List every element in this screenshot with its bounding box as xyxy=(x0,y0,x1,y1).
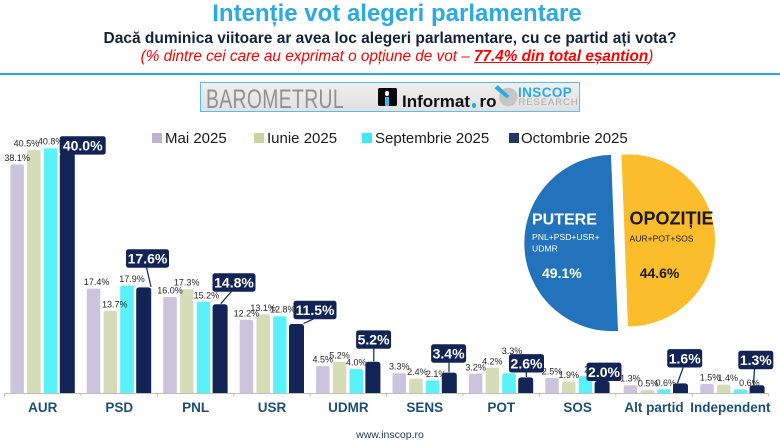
svg-text:38.1%: 38.1% xyxy=(4,153,30,163)
svg-text:2.0%: 2.0% xyxy=(588,364,620,380)
svg-text:0.6%: 0.6% xyxy=(656,378,677,388)
svg-text:49.1%: 49.1% xyxy=(542,265,582,281)
svg-text:AUR: AUR xyxy=(28,400,57,415)
svg-text:PNL: PNL xyxy=(182,400,209,415)
svg-text:5.2%: 5.2% xyxy=(358,332,390,348)
svg-text:PUTERE: PUTERE xyxy=(532,212,597,229)
svg-text:UDMR: UDMR xyxy=(532,244,558,254)
svg-text:17.3%: 17.3% xyxy=(174,278,200,288)
svg-text:0.6%: 0.6% xyxy=(739,378,760,388)
svg-text:SENS: SENS xyxy=(406,400,443,415)
svg-text:5.2%: 5.2% xyxy=(329,350,350,360)
svg-text:44.6%: 44.6% xyxy=(640,265,680,281)
svg-text:4.0%: 4.0% xyxy=(346,358,367,368)
svg-text:1.4%: 1.4% xyxy=(717,373,738,383)
svg-text:17.6%: 17.6% xyxy=(128,251,168,267)
svg-text:14.8%: 14.8% xyxy=(214,275,254,291)
svg-text:OPOZIȚIE: OPOZIȚIE xyxy=(630,209,714,229)
svg-text:2.4%: 2.4% xyxy=(407,367,428,377)
svg-text:Independent: Independent xyxy=(690,400,771,415)
svg-text:1.9%: 1.9% xyxy=(558,370,579,380)
svg-text:4.2%: 4.2% xyxy=(482,356,503,366)
svg-text:UDMR: UDMR xyxy=(328,400,369,415)
svg-text:2.1%: 2.1% xyxy=(426,369,447,379)
svg-text:12.8%: 12.8% xyxy=(270,305,296,315)
svg-text:15.2%: 15.2% xyxy=(194,290,220,300)
svg-text:Alt partid: Alt partid xyxy=(624,400,683,415)
svg-text:3.2%: 3.2% xyxy=(465,362,486,372)
svg-text:16.0%: 16.0% xyxy=(157,286,183,296)
svg-text:SOS: SOS xyxy=(563,400,592,415)
svg-text:40.5%: 40.5% xyxy=(14,139,40,149)
svg-text:1.3%: 1.3% xyxy=(620,374,641,384)
svg-text:11.5%: 11.5% xyxy=(296,302,335,318)
svg-text:1.6%: 1.6% xyxy=(669,350,701,366)
svg-text:POT: POT xyxy=(487,400,516,415)
svg-text:3.3%: 3.3% xyxy=(389,362,410,372)
svg-text:13.7%: 13.7% xyxy=(102,299,128,309)
svg-text:40.8%: 40.8% xyxy=(38,137,64,147)
svg-text:4.5%: 4.5% xyxy=(313,355,334,365)
svg-text:2.6%: 2.6% xyxy=(511,355,543,371)
svg-text:13.1%: 13.1% xyxy=(250,303,276,313)
svg-text:PSD: PSD xyxy=(105,400,133,415)
svg-text:AUR+POT+SOS: AUR+POT+SOS xyxy=(630,234,694,244)
svg-text:40.0%: 40.0% xyxy=(63,137,103,153)
svg-text:USR: USR xyxy=(258,400,287,415)
svg-text:17.4%: 17.4% xyxy=(84,277,110,287)
svg-text:0.5%: 0.5% xyxy=(638,379,659,389)
svg-text:www.inscop.ro: www.inscop.ro xyxy=(355,429,424,440)
svg-text:2.5%: 2.5% xyxy=(542,367,563,377)
svg-text:1.5%: 1.5% xyxy=(700,373,721,383)
svg-text:PNL+PSD+USR+: PNL+PSD+USR+ xyxy=(532,232,600,242)
svg-text:12.2%: 12.2% xyxy=(234,308,260,318)
svg-text:1.3%: 1.3% xyxy=(740,352,772,368)
svg-text:17.9%: 17.9% xyxy=(119,274,145,284)
svg-text:3.3%: 3.3% xyxy=(502,346,523,356)
svg-text:3.4%: 3.4% xyxy=(433,346,465,362)
